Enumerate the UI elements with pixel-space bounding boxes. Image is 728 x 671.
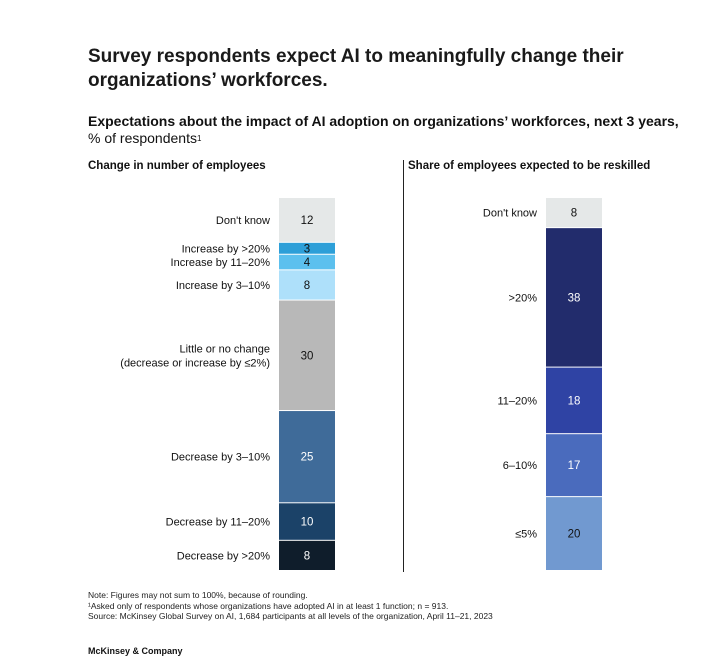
subtitle-footnote-mark: 1 bbox=[196, 134, 202, 143]
reskilled-value-label: 38 bbox=[568, 292, 581, 304]
footnotes: Note: Figures may not sum to 100%, becau… bbox=[88, 590, 493, 622]
employees-value-label: 3 bbox=[304, 243, 310, 255]
employees-bar-segment-4 bbox=[279, 300, 335, 411]
reskilled-value-label: 20 bbox=[568, 529, 581, 541]
reskilled-bar-segment-1 bbox=[546, 228, 602, 367]
reskilled-category-label: ≤5% bbox=[515, 529, 537, 541]
employees-category-label: Little or no change (decrease or increase… bbox=[120, 343, 270, 369]
panel-divider bbox=[403, 160, 404, 572]
reskilled-value-label: 17 bbox=[568, 460, 581, 472]
brand-logo-text: McKinsey & Company bbox=[88, 646, 183, 656]
reskilled-value-label: 8 bbox=[571, 208, 577, 220]
employees-category-label: Increase by 3–10% bbox=[176, 280, 270, 292]
panel-title-reskilled: Share of employees expected to be reskil… bbox=[408, 160, 651, 172]
employees-bar-segment-7 bbox=[279, 540, 335, 570]
employees-value-label: 10 bbox=[301, 517, 314, 529]
employees-category-label: Decrease by >20% bbox=[177, 550, 270, 562]
employees-value-label: 12 bbox=[301, 215, 314, 227]
employees-bar-segment-3 bbox=[279, 270, 335, 300]
chart-title: Survey respondents expect AI to meaningf… bbox=[88, 46, 624, 91]
employees-value-label: 8 bbox=[304, 280, 310, 292]
note-source: Source: McKinsey Global Survey on AI, 1,… bbox=[88, 611, 493, 621]
employees-bar-segment-2 bbox=[279, 254, 335, 270]
reskilled-category-label: 11–20% bbox=[497, 395, 537, 407]
chart-subtitle: Expectations about the impact of AI adop… bbox=[88, 113, 688, 147]
reskilled-bar-segment-4 bbox=[546, 497, 602, 570]
subtitle-bold: Expectations about the impact of AI adop… bbox=[88, 113, 679, 129]
reskilled-bar-segment-2 bbox=[546, 367, 602, 434]
employees-bar-segment-5 bbox=[279, 411, 335, 503]
reskilled-value-label: 18 bbox=[568, 395, 581, 407]
employees-value-label: 8 bbox=[304, 550, 310, 562]
employees-value-label: 4 bbox=[304, 257, 311, 269]
employees-category-label: Decrease by 3–10% bbox=[171, 452, 270, 464]
employees-category-label: Decrease by 11–20% bbox=[166, 517, 271, 529]
employees-category-label: Increase by 11–20% bbox=[171, 257, 271, 269]
note-rounding: Note: Figures may not sum to 100%, becau… bbox=[88, 590, 308, 600]
reskilled-category-label: 6–10% bbox=[503, 460, 537, 472]
employees-bar-segment-1 bbox=[279, 242, 335, 254]
reskilled-bar-segment-0 bbox=[546, 198, 602, 228]
panel-title-employees: Change in number of employees bbox=[88, 160, 266, 172]
employees-bar-segment-0 bbox=[279, 198, 335, 242]
employees-value-label: 30 bbox=[301, 350, 314, 362]
subtitle-unit: % of respondents bbox=[88, 130, 197, 146]
employees-category-label: Don't know bbox=[216, 215, 270, 227]
employees-category-label: Increase by >20% bbox=[182, 243, 271, 255]
employees-bar-segment-6 bbox=[279, 503, 335, 540]
reskilled-category-label: Don't know bbox=[483, 208, 537, 220]
employees-value-label: 25 bbox=[301, 452, 314, 464]
reskilled-bar-segment-3 bbox=[546, 434, 602, 497]
reskilled-category-label: >20% bbox=[509, 292, 538, 304]
note-respondents: ¹Asked only of respondents whose organiz… bbox=[88, 600, 449, 611]
